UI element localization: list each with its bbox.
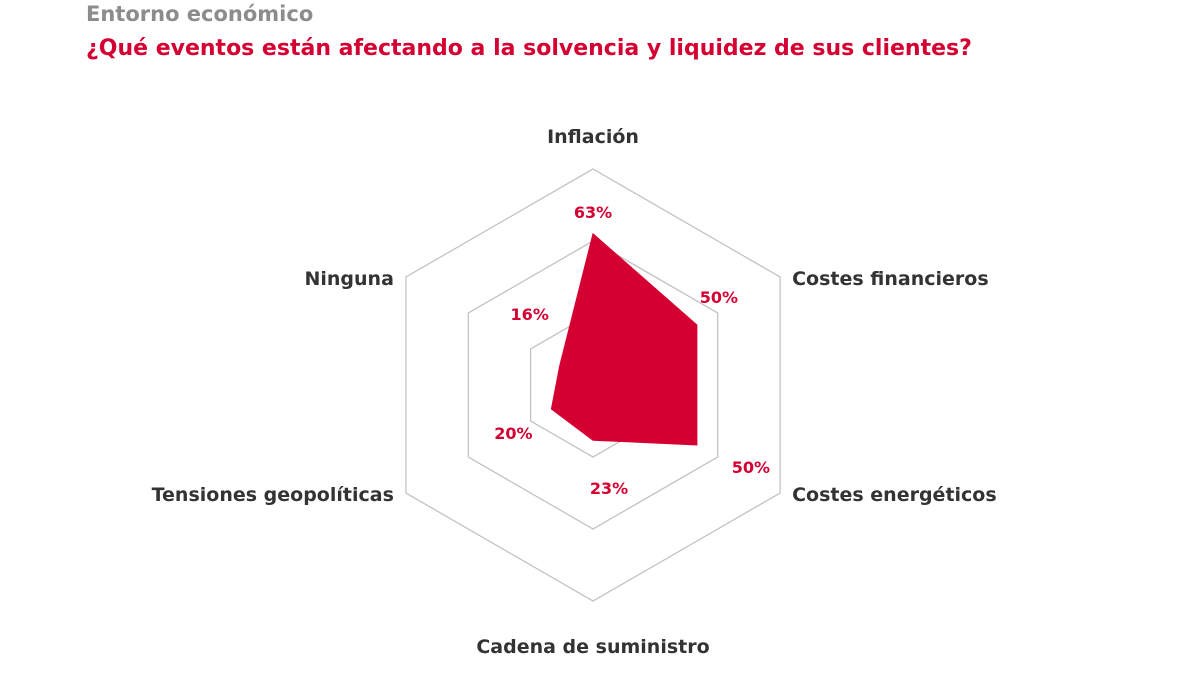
radar-value-label: 23%: [590, 479, 628, 498]
chart-header: Entorno económico ¿Qué eventos están afe…: [86, 0, 972, 64]
section-subtitle: Entorno económico: [86, 2, 314, 26]
radar-data-area: [550, 232, 698, 446]
radar-axis-label: Cadena de suministro: [476, 636, 709, 658]
radar-value-labels: 63% 50% 50% 23% 20% 16%: [494, 203, 770, 498]
radar-value-label: 50%: [732, 458, 770, 477]
radar-axis-labels: Inflación Costes financieros Costes energé…: [152, 126, 997, 658]
radar-grid-ring-2: [467, 240, 719, 530]
radar-value-label: 20%: [494, 424, 532, 443]
radar-grid-ring-3: [405, 168, 781, 602]
radar-value-label: 50%: [700, 288, 738, 307]
radar-value-label: 16%: [511, 305, 549, 324]
radar-series-area: [550, 232, 698, 446]
radar-axis-label: Ninguna: [304, 268, 393, 290]
radar-axis-label: Inflación: [547, 126, 639, 148]
radar-value-label: 63%: [574, 203, 612, 222]
chart-title: ¿Qué eventos están afectando a la solven…: [86, 36, 972, 61]
radar-axis-label: Costes energéticos: [792, 484, 997, 506]
radar-axis-label: Costes financieros: [792, 268, 989, 290]
radar-axis-label: Tensiones geopolíticas: [152, 484, 394, 506]
